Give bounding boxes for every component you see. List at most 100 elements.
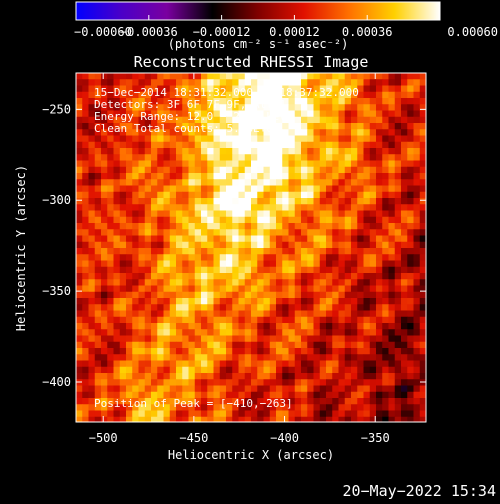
heatmap-cell: [282, 110, 289, 118]
heatmap-cell: [344, 348, 352, 355]
heatmap-cell: [107, 141, 114, 149]
heatmap-cell: [163, 348, 171, 355]
heatmap-cell: [113, 135, 121, 143]
heatmap-cell: [169, 241, 177, 249]
annotation-counts: Clean Total counts: 5.08E+05: [94, 122, 279, 135]
heatmap-cell: [132, 135, 139, 143]
heatmap-cell: [207, 123, 214, 130]
heatmap-cell: [351, 223, 358, 230]
heatmap-cell: [151, 298, 158, 305]
heatmap-cell: [382, 141, 389, 149]
heatmap-cell: [313, 366, 321, 374]
heatmap-cell: [301, 154, 308, 161]
heatmap-cell: [94, 385, 102, 393]
heatmap-cell: [382, 404, 389, 411]
heatmap-cell: [151, 266, 158, 274]
heatmap-cell: [182, 104, 189, 111]
heatmap-cell: [144, 354, 152, 361]
heatmap-cell: [313, 254, 321, 261]
heatmap-cell: [313, 160, 321, 168]
heatmap-cell: [176, 248, 183, 255]
heatmap-cell: [307, 391, 314, 399]
heatmap-cell: [232, 329, 239, 336]
heatmap-cell: [307, 323, 314, 330]
heatmap-cell: [207, 116, 214, 124]
heatmap-cell: [182, 385, 189, 393]
heatmap-cell: [107, 410, 114, 418]
heatmap-cell: [363, 79, 371, 86]
heatmap-cell: [351, 279, 358, 286]
heatmap-cell: [219, 154, 227, 161]
heatmap-cell: [388, 179, 396, 186]
heatmap-cell: [269, 385, 277, 393]
heatmap-cell: [401, 335, 408, 343]
heatmap-cell: [382, 260, 389, 268]
heatmap-cell: [263, 116, 271, 124]
heatmap-cell: [313, 154, 321, 161]
heatmap-cell: [344, 123, 352, 130]
heatmap-cell: [419, 198, 426, 205]
heatmap-cell: [169, 135, 177, 143]
heatmap-cell: [401, 323, 408, 330]
heatmap-cell: [244, 79, 252, 86]
heatmap-cell: [213, 260, 221, 268]
heatmap-cell: [163, 341, 171, 349]
heatmap-cell: [182, 316, 189, 324]
heatmap-cell: [313, 273, 321, 280]
heatmap-cell: [313, 210, 321, 218]
heatmap-cell: [338, 191, 346, 199]
heatmap-cell: [232, 260, 239, 268]
heatmap-cell: [288, 141, 296, 149]
heatmap-cell: [394, 373, 402, 380]
heatmap-cell: [338, 73, 346, 80]
heatmap-cell: [376, 416, 383, 422]
heatmap-cell: [126, 166, 133, 174]
heatmap-cell: [88, 198, 96, 205]
heatmap-cell: [213, 241, 221, 249]
heatmap-cell: [194, 204, 202, 211]
heatmap-cell: [419, 79, 426, 86]
heatmap-cell: [144, 360, 152, 368]
heatmap-cell: [369, 129, 377, 136]
heatmap-cell: [288, 385, 296, 393]
heatmap-cell: [344, 354, 352, 361]
heatmap-cell: [413, 210, 421, 218]
heatmap-cell: [219, 379, 227, 386]
heatmap-cell: [388, 241, 396, 249]
heatmap-cell: [194, 404, 202, 411]
heatmap-cell: [338, 398, 346, 405]
heatmap-cell: [238, 235, 246, 243]
heatmap-cell: [119, 385, 127, 393]
heatmap-cell: [388, 160, 396, 168]
heatmap-cell: [182, 366, 189, 374]
heatmap-cell: [213, 166, 221, 174]
heatmap-cell: [188, 210, 196, 218]
heatmap-cell: [76, 141, 83, 149]
heatmap-cell: [82, 129, 89, 136]
heatmap-cell: [257, 391, 264, 399]
heatmap-cell: [88, 404, 96, 411]
heatmap-cell: [382, 398, 389, 405]
heatmap-cell: [107, 285, 114, 293]
heatmap-cell: [182, 79, 189, 86]
heatmap-cell: [369, 360, 377, 368]
heatmap-cell: [269, 129, 277, 136]
heatmap-cell: [119, 198, 127, 205]
heatmap-cell: [169, 373, 177, 380]
heatmap-cell: [213, 191, 221, 199]
heatmap-cell: [288, 366, 296, 374]
heatmap-cell: [169, 110, 177, 118]
heatmap-cell: [182, 129, 189, 136]
heatmap-cell: [369, 191, 377, 199]
heatmap-cell: [244, 279, 252, 286]
heatmap-cell: [351, 79, 358, 86]
heatmap-cell: [344, 166, 352, 174]
heatmap-cell: [419, 210, 426, 218]
heatmap-cell: [388, 141, 396, 149]
heatmap-cell: [301, 104, 308, 111]
heatmap-cell: [269, 273, 277, 280]
heatmap-cell: [276, 216, 283, 224]
heatmap-cell: [401, 241, 408, 249]
heatmap-cell: [201, 348, 208, 355]
heatmap-cell: [251, 141, 258, 149]
